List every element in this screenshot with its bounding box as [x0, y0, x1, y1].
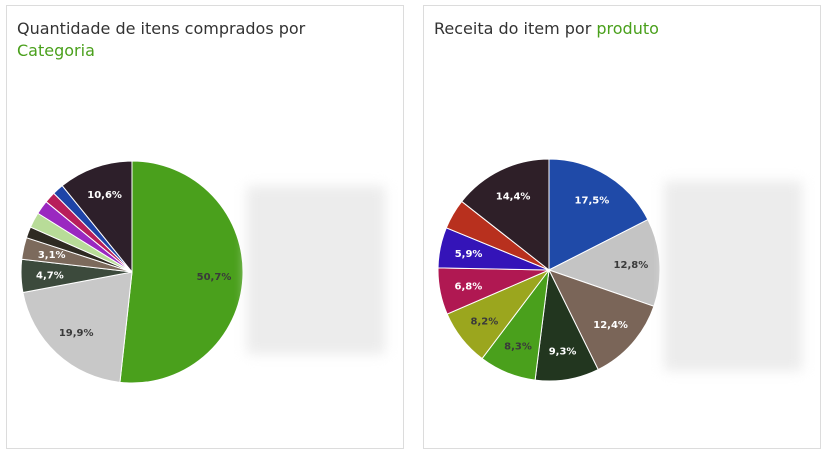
legend-blurred: [664, 181, 802, 371]
slice-label: 8,3%: [504, 342, 532, 353]
slice-label: 5,9%: [455, 249, 483, 260]
slice-label: 12,8%: [614, 260, 649, 271]
slice-label: 19,9%: [59, 328, 94, 339]
slice-label: 10,6%: [87, 190, 122, 201]
slice-label: 3,1%: [38, 250, 66, 261]
chart-card-produto: Receita do item por produto 17,5% 12,8% 12…: [423, 5, 821, 449]
slice-label: 9,3%: [549, 347, 577, 358]
slice-label: 4,7%: [36, 270, 64, 281]
slice-label: 17,5%: [575, 196, 610, 207]
chart-card-categoria: Quantidade de itens comprados por Catego…: [6, 5, 404, 449]
slice-label: 8,2%: [471, 316, 499, 327]
slice-label: 50,7%: [197, 272, 232, 283]
slice-label: 12,4%: [593, 320, 628, 331]
slice-label: 14,4%: [496, 192, 531, 203]
legend-blurred: [247, 186, 385, 354]
slice-label: 6,8%: [455, 281, 483, 292]
